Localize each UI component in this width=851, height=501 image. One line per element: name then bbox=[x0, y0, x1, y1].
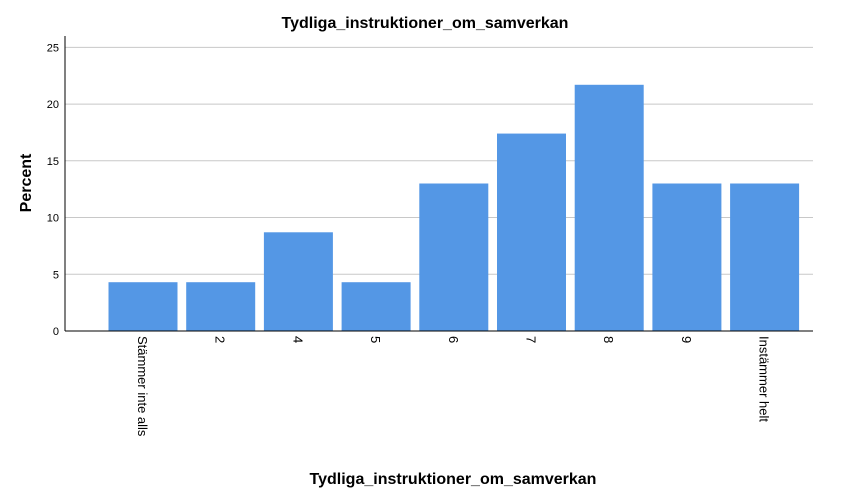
bar bbox=[730, 183, 800, 331]
bar bbox=[652, 183, 722, 331]
bar bbox=[497, 133, 566, 331]
chart-title: Tydliga_instruktioner_om_samverkan bbox=[282, 15, 569, 32]
x-tick-label: 4 bbox=[290, 336, 305, 343]
y-tick-label: 10 bbox=[47, 213, 59, 225]
y-axis-ticks: 0 5 10 15 20 25 bbox=[47, 42, 59, 338]
bar bbox=[108, 282, 178, 331]
x-tick-label: 2 bbox=[213, 336, 228, 343]
x-axis-title: Tydliga_instruktioner_om_samverkan bbox=[310, 471, 597, 488]
bar bbox=[341, 282, 411, 331]
x-tick-label: 6 bbox=[446, 336, 461, 343]
x-tick-label: 5 bbox=[368, 336, 383, 343]
bar bbox=[186, 282, 256, 331]
bar bbox=[574, 84, 644, 332]
bars bbox=[108, 84, 800, 332]
bar bbox=[419, 183, 489, 331]
y-tick-label: 0 bbox=[53, 326, 59, 338]
y-tick-label: 20 bbox=[47, 99, 59, 111]
y-tick-label: 15 bbox=[47, 156, 59, 168]
x-tick-label: 9 bbox=[679, 336, 694, 343]
x-tick-label: 8 bbox=[601, 336, 616, 343]
y-axis-title: Percent bbox=[18, 153, 35, 212]
x-axis-ticks: Stämmer inte alls 2 4 5 6 7 8 9 Instämmer helt bbox=[135, 336, 772, 437]
x-tick-label: Instämmer helt bbox=[757, 336, 772, 422]
y-tick-label: 25 bbox=[47, 42, 59, 54]
bar bbox=[263, 232, 333, 331]
y-tick-label: 5 bbox=[53, 269, 59, 281]
x-tick-label: 7 bbox=[524, 336, 539, 343]
x-tick-label: Stämmer inte alls bbox=[135, 336, 150, 437]
